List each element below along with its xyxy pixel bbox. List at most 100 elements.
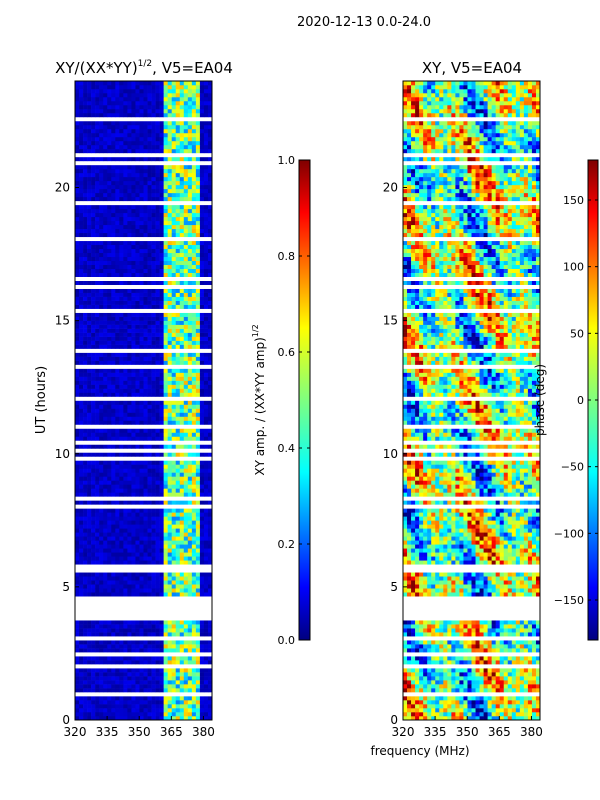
- heat-cell: [83, 688, 88, 693]
- heat-cell: [143, 176, 148, 182]
- heat-cell: [187, 108, 193, 114]
- heat-cell: [191, 84, 197, 90]
- heat-cell: [175, 628, 181, 633]
- heat-cell: [119, 220, 124, 226]
- heat-cell: [207, 212, 213, 218]
- heat-cell: [139, 460, 144, 465]
- heat-cell: [107, 220, 112, 226]
- heat-cell: [99, 544, 104, 549]
- heat-cell: [155, 432, 160, 437]
- heat-cell: [131, 232, 136, 238]
- heat-cell: [431, 680, 436, 685]
- heat-cell: [115, 356, 120, 361]
- heat-cell: [195, 144, 201, 150]
- heat-cell: [515, 660, 521, 665]
- heat-cell: [167, 196, 173, 202]
- heat-cell: [123, 680, 128, 685]
- flagged-row: [75, 364, 212, 369]
- heat-cell: [87, 488, 92, 493]
- heat-cell: [447, 716, 452, 721]
- heat-cell: [199, 672, 205, 677]
- heat-cell: [87, 524, 92, 529]
- heat-cell: [111, 444, 116, 449]
- heat-cell: [111, 104, 116, 110]
- heat-cell: [123, 136, 128, 142]
- heat-cell: [459, 668, 464, 673]
- heat-cell: [199, 412, 205, 417]
- heat-cell: [171, 484, 177, 489]
- heat-cell: [99, 412, 104, 417]
- heat-cell: [119, 632, 124, 637]
- heat-cell: [167, 400, 173, 405]
- heat-cell: [111, 320, 116, 325]
- heat-cell: [83, 128, 88, 134]
- heat-cell: [175, 392, 181, 397]
- heat-cell: [95, 492, 100, 497]
- heat-cell: [531, 676, 537, 681]
- heat-cell: [171, 196, 177, 202]
- heat-cell: [499, 672, 505, 677]
- heat-cell: [187, 324, 193, 329]
- heat-cell: [187, 528, 193, 533]
- heat-cell: [199, 416, 205, 421]
- heat-cell: [159, 120, 164, 126]
- heat-cell: [123, 176, 128, 182]
- heat-cell: [159, 204, 164, 210]
- heat-cell: [155, 512, 160, 517]
- heat-cell: [171, 592, 177, 597]
- heat-cell: [159, 660, 164, 665]
- heat-cell: [167, 556, 173, 561]
- heat-cell: [87, 292, 92, 297]
- heat-cell: [127, 528, 132, 533]
- heat-cell: [187, 632, 193, 637]
- heat-cell: [143, 304, 148, 309]
- heat-cell: [91, 240, 96, 246]
- heat-cell: [407, 688, 412, 693]
- heat-cell: [163, 488, 168, 493]
- heat-cell: [191, 164, 197, 170]
- heat-cell: [203, 316, 209, 321]
- heat-cell: [87, 668, 92, 673]
- heat-cell: [187, 156, 193, 162]
- heat-cell: [95, 344, 100, 349]
- heat-cell: [175, 216, 181, 222]
- heat-cell: [135, 192, 140, 198]
- heat-cell: [195, 208, 201, 214]
- heat-cell: [151, 540, 156, 545]
- heat-cell: [195, 240, 201, 246]
- heat-cell: [91, 156, 96, 162]
- heat-cell: [155, 268, 160, 273]
- heat-cell: [163, 372, 168, 377]
- heat-cell: [99, 380, 104, 385]
- heat-cell: [183, 280, 189, 285]
- heat-cell: [111, 476, 116, 481]
- heat-cell: [207, 288, 213, 293]
- heat-cell: [207, 688, 213, 693]
- heat-cell: [411, 688, 416, 693]
- heat-cell: [183, 680, 189, 685]
- heat-cell: [183, 644, 189, 649]
- heat-cell: [199, 368, 205, 373]
- heat-cell: [143, 324, 148, 329]
- heat-cell: [119, 112, 124, 118]
- heat-cell: [95, 676, 100, 681]
- heat-cell: [135, 92, 140, 98]
- heat-cell: [83, 472, 88, 477]
- heat-cell: [143, 628, 148, 633]
- heat-cell: [207, 528, 213, 533]
- heat-cell: [175, 312, 181, 317]
- heat-cell: [111, 360, 116, 365]
- amp-heatmap: [75, 81, 213, 721]
- heat-cell: [191, 212, 197, 218]
- heat-cell: [163, 384, 168, 389]
- heat-cell: [191, 524, 197, 529]
- heat-cell: [95, 324, 100, 329]
- heat-cell: [111, 88, 116, 94]
- heat-cell: [471, 680, 476, 685]
- heat-cell: [183, 192, 189, 198]
- heat-cell: [115, 548, 120, 553]
- heat-cell: [127, 676, 132, 681]
- heat-cell: [83, 140, 88, 146]
- heat-cell: [119, 524, 124, 529]
- heat-cell: [155, 668, 160, 673]
